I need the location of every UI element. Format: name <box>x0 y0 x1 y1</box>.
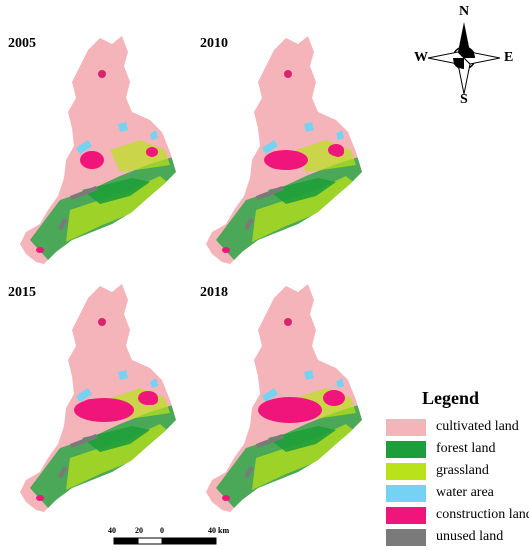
legend-item: grassland <box>386 462 489 480</box>
legend-item: unused land <box>386 528 503 546</box>
map-year-label: 2010 <box>200 36 228 51</box>
compass-east: E <box>504 50 514 65</box>
legend-item: water area <box>386 484 494 502</box>
legend-swatch <box>386 528 426 546</box>
map-2005 <box>20 36 180 264</box>
legend-label: forest land <box>436 441 496 456</box>
compass-west: W <box>414 50 428 65</box>
map-year-label: 2015 <box>8 285 36 300</box>
scale-label: 40 km <box>208 526 230 535</box>
scale-label: 40 <box>108 526 116 535</box>
scale-label: 0 <box>160 526 164 535</box>
legend-label: unused land <box>436 529 504 544</box>
legend-label: cultivated land <box>436 419 519 434</box>
legend-label: grassland <box>436 463 489 478</box>
legend-title: Legend <box>422 388 480 408</box>
legend-swatch <box>386 506 426 524</box>
map-year-label: 2018 <box>200 285 228 300</box>
legend-item: forest land <box>386 440 495 458</box>
legend-swatch <box>386 418 426 436</box>
map-2010 <box>206 36 366 264</box>
legend-swatch <box>386 440 426 458</box>
compass-north: N <box>459 4 470 19</box>
compass-south: S <box>460 92 468 107</box>
map-year-label: 2005 <box>8 36 36 51</box>
legend-label: water area <box>436 485 494 500</box>
map-2015 <box>20 284 180 512</box>
legend-item: cultivated land <box>386 418 519 436</box>
legend-label: construction land <box>436 507 529 522</box>
legend-item: construction land <box>386 506 529 524</box>
legend-swatch <box>386 462 426 480</box>
legend-swatch <box>386 484 426 502</box>
scale-label: 20 <box>135 526 143 535</box>
map-2018 <box>206 284 366 512</box>
compass-icon <box>427 22 501 95</box>
scale-bar <box>113 537 217 545</box>
